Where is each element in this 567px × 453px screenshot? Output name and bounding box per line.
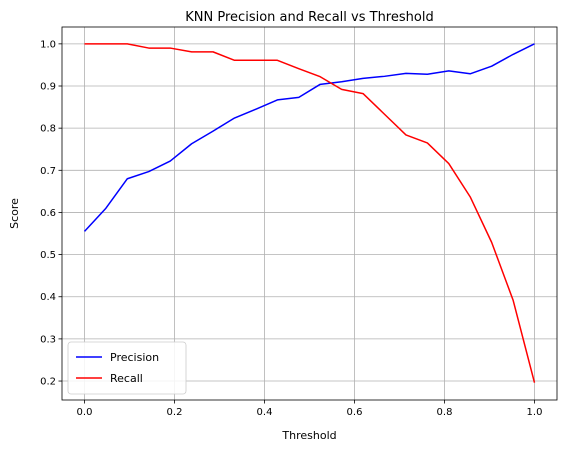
- y-tick-label: 0.8: [40, 124, 56, 135]
- x-tick-label: 1.0: [527, 407, 543, 418]
- series-line-recall: [84, 43, 536, 383]
- plot-frame: [61, 26, 558, 401]
- grid-lines: [62, 27, 557, 400]
- series-lines: [83, 43, 536, 383]
- x-tick-label: 0.4: [257, 407, 273, 418]
- y-tick-label: 0.2: [40, 377, 56, 388]
- y-tick-label: 1.0: [40, 39, 56, 50]
- legend-label-precision: Precision: [110, 351, 159, 364]
- y-tick-label: 0.4: [40, 292, 56, 303]
- x-tick-label: 0.6: [347, 407, 363, 418]
- chart-title: KNN Precision and Recall vs Threshold: [185, 10, 433, 25]
- x-tick-label: 0.8: [437, 407, 453, 418]
- x-tick-label: 0.0: [77, 407, 93, 418]
- legend-box: [67, 341, 187, 395]
- legend-label-recall: Recall: [110, 372, 143, 385]
- series-line-precision: [83, 43, 535, 232]
- axis-ticks: 0.0 0.2 0.4 0.6 0.8 1.0 0.2 0.3 0.4 0.5 0.6 0.7 0.8 0…: [40, 39, 542, 418]
- y-tick-label: 0.5: [40, 250, 56, 261]
- y-tick-label: 0.6: [40, 208, 56, 219]
- y-tick-label: 0.3: [40, 334, 56, 345]
- x-tick-label: 0.2: [167, 407, 183, 418]
- y-axis-label: Score: [8, 198, 21, 229]
- legend: Precision Recall: [67, 341, 187, 395]
- y-tick-label: 0.7: [40, 166, 56, 177]
- y-tick-label: 0.9: [40, 82, 56, 93]
- x-axis-label: Threshold: [281, 429, 336, 442]
